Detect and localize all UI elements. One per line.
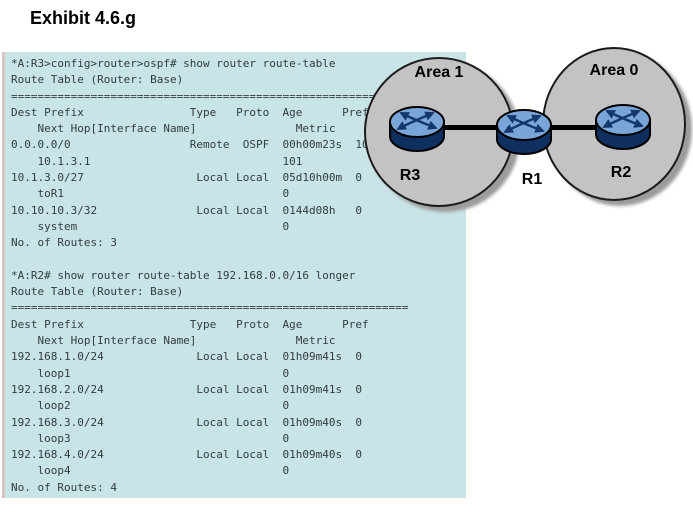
terminal-line: Next Hop[Interface Name] Metric: [11, 334, 336, 348]
terminal-line: *A:R3>config>router>ospf# show router ro…: [11, 57, 336, 70]
terminal-output: *A:R3>config>router>ospf# show router ro…: [5, 52, 466, 496]
terminal-line: Dest Prefix Type Proto Age Pref: [11, 105, 369, 119]
router-icon-r2: [593, 101, 653, 153]
terminal-line: 10.10.10.3/32 Local Local 0144d08h 0: [11, 203, 362, 217]
terminal-line: loop2 0: [11, 399, 290, 413]
router-label-r2: R2: [610, 164, 632, 181]
terminal-line: 192.168.2.0/24 Local Local 01h09m41s 0: [11, 382, 362, 396]
link-r1-r2: [550, 125, 596, 130]
terminal-line: Dest Prefix Type Proto Age Pref: [11, 317, 369, 331]
terminal-line: *A:R2# show router route-table 192.168.0…: [11, 268, 356, 282]
router-arrows-icon: [396, 111, 438, 131]
terminal-line: No. of Routes: 3: [11, 236, 117, 250]
terminal-line: ========================================…: [11, 301, 409, 315]
terminal-line: [11, 252, 466, 268]
terminal-line: loop1 0: [11, 366, 290, 380]
router-icon-r3: [387, 103, 447, 155]
terminal-line: 0.0.0.0/0 Remote OSPF 00h00m23s 10: [11, 138, 369, 152]
router-arrows-icon: [503, 114, 545, 134]
terminal-line: loop3 0: [11, 431, 290, 445]
terminal-line: 192.168.3.0/24 Local Local 01h09m40s 0: [11, 415, 362, 429]
terminal-line: Route Table (Router: Base): [11, 73, 184, 87]
area-1-label: Area 1: [414, 64, 464, 81]
terminal-line: Route Table (Router: Base): [11, 285, 184, 299]
router-graphic: [496, 109, 552, 155]
router-label-r1: R1: [521, 171, 543, 188]
terminal-line: loop4 0: [11, 464, 290, 478]
link-r3-r1: [438, 125, 498, 130]
exhibit-title: Exhibit 4.6.g: [30, 8, 137, 28]
router-label-r3: R3: [399, 167, 421, 184]
terminal-line: 192.168.1.0/24 Local Local 01h09m41s 0: [11, 350, 362, 364]
terminal-line: system 0: [11, 219, 290, 233]
terminal-line: 10.1.3.1 101: [11, 154, 303, 168]
terminal-line: 10.1.3.0/27 Local Local 05d10h00m 0: [11, 171, 362, 185]
terminal-line: ========================================…: [11, 89, 409, 103]
terminal-line: Next Hop[Interface Name] Metric: [11, 122, 336, 136]
router-graphic: [389, 106, 445, 152]
terminal-line: 192.168.4.0/24 Local Local 01h09m40s 0: [11, 448, 362, 462]
terminal-line: toR1 0: [11, 187, 290, 201]
area-0-label: Area 0: [589, 62, 639, 79]
router-icon-r1: [494, 106, 554, 158]
router-graphic: [595, 104, 651, 150]
terminal-line: No. of Routes: 4: [11, 480, 117, 494]
router-arrows-icon: [602, 109, 644, 129]
